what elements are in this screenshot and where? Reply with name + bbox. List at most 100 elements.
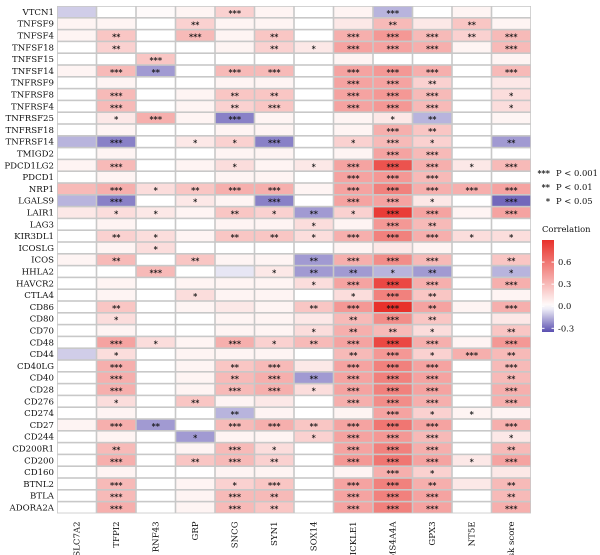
heatmap-cell (255, 89, 294, 100)
significance-stars: * (193, 291, 198, 301)
significance-stars: *** (505, 43, 518, 53)
heatmap-cell (334, 360, 373, 371)
heatmap-cell (373, 124, 412, 135)
heatmap-cell (373, 431, 412, 442)
significance-stars: ** (191, 256, 200, 266)
significance-stars: *** (228, 456, 241, 466)
significance-stars: *** (386, 185, 399, 195)
heatmap-cell (176, 6, 215, 17)
heatmap-cell (294, 384, 333, 395)
significance-stars: ** (428, 480, 437, 490)
heatmap-cell (294, 160, 333, 171)
heatmap-cell (294, 313, 333, 324)
heatmap-cell (215, 101, 254, 112)
significance-stars: ** (428, 315, 437, 325)
heatmap-cell (334, 101, 373, 112)
heatmap-cell (176, 195, 215, 206)
heatmap-cell (492, 183, 531, 194)
heatmap-cell (452, 337, 491, 348)
heatmap-cell (136, 360, 175, 371)
heatmap-cell (413, 360, 452, 371)
heatmap-cell (373, 278, 412, 289)
significance-stars: *** (505, 338, 518, 348)
significance-stars: *** (386, 79, 399, 89)
significance-stars: *** (189, 32, 202, 42)
significance-stars: * (470, 409, 475, 419)
heatmap-cell (294, 30, 333, 41)
significance-stars: *** (347, 67, 360, 77)
heatmap-cell (413, 313, 452, 324)
heatmap-cell (452, 136, 491, 147)
significance-stars: *** (228, 492, 241, 502)
heatmap-cell (255, 242, 294, 253)
heatmap-cell (334, 113, 373, 124)
heatmap-cell (215, 254, 254, 265)
heatmap-cell (57, 349, 96, 360)
heatmap-cell (97, 183, 136, 194)
heatmap-cell (373, 54, 412, 65)
heatmap-cell (492, 242, 531, 253)
heatmap-cell (294, 6, 333, 17)
heatmap-cell (334, 325, 373, 336)
heatmap-cell (57, 77, 96, 88)
heatmap-cell (176, 384, 215, 395)
significance-stars: *** (386, 197, 399, 207)
row-label: TNFSF4 (17, 32, 54, 42)
heatmap-cell (413, 278, 452, 289)
row-label: HAVCR2 (16, 279, 54, 289)
significance-stars: *** (386, 374, 399, 384)
row-label: ADORA2A (9, 504, 55, 514)
significance-stars: *** (347, 492, 360, 502)
heatmap-cell (492, 278, 531, 289)
heatmap-cell (492, 160, 531, 171)
significance-stars: * (114, 397, 119, 407)
significance-stars: ** (507, 445, 516, 455)
heatmap-cell (413, 42, 452, 53)
heatmap-cell (413, 254, 452, 265)
significance-stars: *** (505, 209, 518, 219)
heatmap-cell (136, 30, 175, 41)
significance-stars: *** (110, 421, 123, 431)
heatmap-cell (97, 89, 136, 100)
significance-stars: *** (347, 480, 360, 490)
significance-stars: * (193, 138, 198, 148)
heatmap-cell (255, 124, 294, 135)
heatmap-cell (373, 384, 412, 395)
heatmap-cell (136, 396, 175, 407)
heatmap-cell (294, 172, 333, 183)
significance-stars: *** (505, 32, 518, 42)
significance-stars: * (154, 185, 159, 195)
heatmap-cell (294, 65, 333, 76)
significance-stars: ** (310, 303, 319, 313)
heatmap-cell (413, 337, 452, 348)
heatmap-cell (452, 502, 491, 513)
significance-stars: *** (347, 362, 360, 372)
significance-stars: *** (268, 362, 281, 372)
significance-stars: * (430, 350, 435, 360)
significance-stars: ** (231, 374, 240, 384)
heatmap-cell (413, 384, 452, 395)
heatmap-cell (373, 254, 412, 265)
significance-stars: *** (149, 268, 162, 278)
heatmap-cell (294, 455, 333, 466)
heatmap-cell (57, 419, 96, 430)
heatmap-cell (373, 242, 412, 253)
heatmap-cell (294, 467, 333, 478)
heatmap-cell (176, 502, 215, 513)
heatmap-cell (136, 490, 175, 501)
heatmap-cell (97, 172, 136, 183)
heatmap-cell (334, 89, 373, 100)
heatmap-cell (215, 219, 254, 230)
row-label: CD160 (24, 468, 54, 478)
heatmap-cell (57, 231, 96, 242)
heatmap-cell (334, 266, 373, 277)
heatmap-cell (136, 124, 175, 135)
heatmap-cell (294, 42, 333, 53)
heatmap-cell (492, 431, 531, 442)
heatmap-cell (57, 290, 96, 301)
heatmap-cell (413, 502, 452, 513)
heatmap-cell (452, 219, 491, 230)
significance-stars: *** (347, 91, 360, 101)
heatmap-cell (255, 231, 294, 242)
row-label: CD70 (30, 327, 54, 337)
